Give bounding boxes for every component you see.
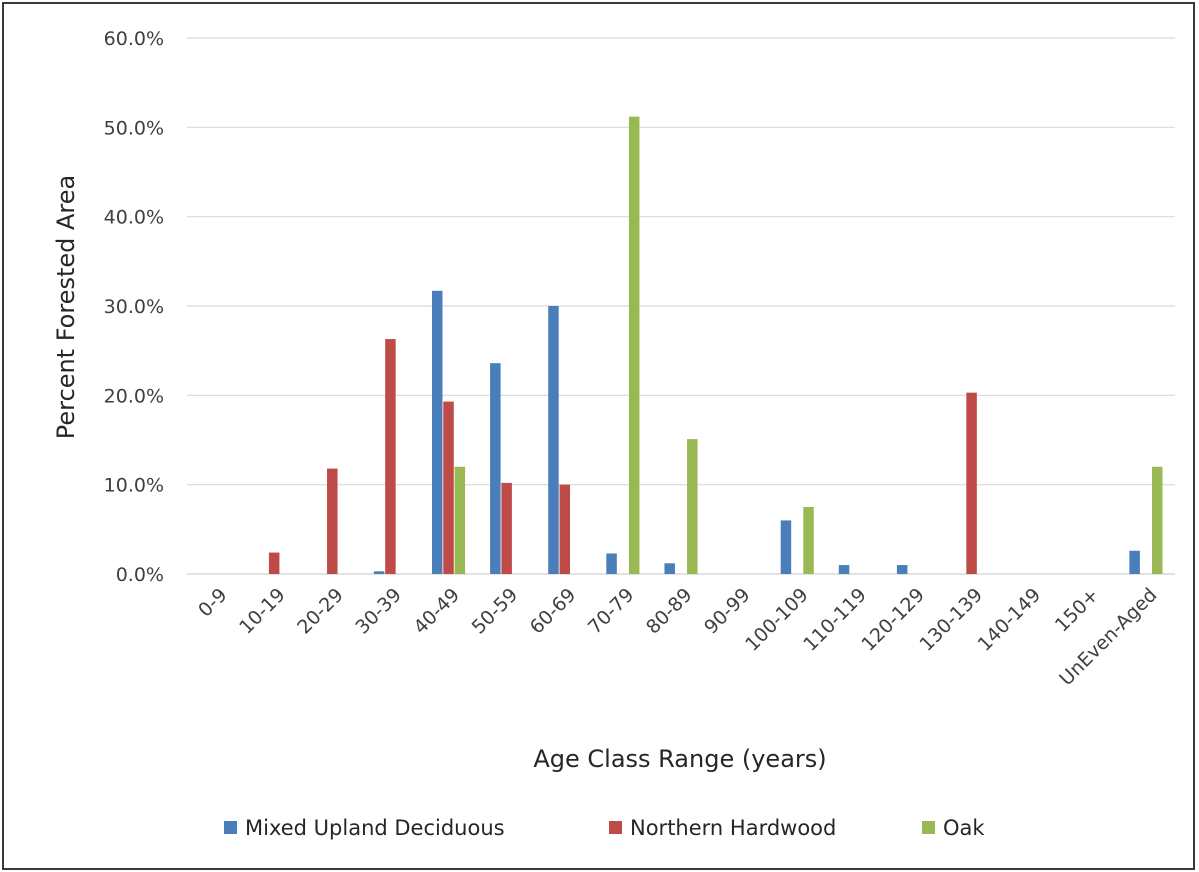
- bar: [780, 520, 792, 574]
- legend-label: Oak: [943, 816, 985, 840]
- bar: [385, 339, 396, 574]
- y-tick-label: 0.0%: [116, 564, 164, 586]
- x-tick-label: 100-109: [741, 584, 813, 656]
- x-axis-title: Age Class Range (years): [533, 745, 826, 773]
- x-tick-label: 0-9: [194, 584, 232, 622]
- legend-item: Northern Hardwood: [609, 816, 836, 840]
- x-tick-label: 150+: [1051, 584, 1103, 636]
- legend-swatch: [609, 821, 622, 834]
- bar: [896, 565, 908, 574]
- x-tick-label: 50-59: [468, 584, 523, 639]
- bar: [1151, 466, 1163, 574]
- y-tick-label: 50.0%: [104, 117, 164, 139]
- bar: [548, 306, 559, 574]
- bar: [327, 468, 338, 574]
- x-tick-label: 40-49: [409, 584, 464, 639]
- bar: [1129, 550, 1140, 574]
- bar: [838, 565, 850, 574]
- x-axis-ticks: 0-9 10-19 20-29 30-39 40-49 50-59 60-69 70-79 80…: [194, 584, 1161, 690]
- x-tick-label: 140-149: [974, 584, 1046, 656]
- legend-label: Northern Hardwood: [630, 816, 836, 840]
- legend-swatch: [922, 821, 935, 834]
- bar: [606, 553, 617, 574]
- y-axis-title: Percent Forested Area: [52, 175, 80, 439]
- x-tick-label: 60-69: [526, 584, 581, 639]
- bar: [490, 363, 501, 574]
- bar: [559, 484, 571, 574]
- y-tick-label: 30.0%: [104, 296, 164, 318]
- bar: [268, 552, 280, 574]
- legend-label: Mixed Upland Deciduous: [245, 816, 505, 840]
- legend-item: Oak: [922, 816, 985, 840]
- x-tick-label: 10-19: [235, 584, 290, 639]
- bar: [431, 290, 443, 574]
- x-tick-label: 90-99: [700, 584, 755, 639]
- x-tick-label: 70-79: [584, 584, 639, 639]
- bar: [373, 571, 385, 574]
- bar: [454, 466, 466, 574]
- bars: [268, 116, 1163, 574]
- bar: [501, 482, 512, 574]
- bar: [664, 563, 675, 574]
- x-tick-label: 110-119: [799, 584, 871, 656]
- x-tick-label: 80-89: [642, 584, 697, 639]
- x-tick-label: 30-39: [351, 584, 406, 639]
- bar: [966, 392, 977, 574]
- x-tick-label: 20-29: [293, 584, 348, 639]
- bar: [628, 116, 640, 574]
- x-tick-label: 120-129: [857, 584, 929, 656]
- y-tick-label: 60.0%: [104, 28, 164, 50]
- y-axis-ticks: 0.0% 10.0% 20.0% 30.0% 40.0% 50.0% 60.0%: [104, 28, 164, 586]
- y-tick-label: 40.0%: [104, 207, 164, 229]
- legend-swatch: [224, 821, 237, 834]
- bar: [803, 507, 814, 574]
- x-tick-label: 130-139: [915, 584, 987, 656]
- bar: [687, 439, 698, 574]
- y-tick-label: 10.0%: [104, 475, 164, 497]
- y-tick-label: 20.0%: [104, 385, 164, 407]
- legend-item: Mixed Upland Deciduous: [224, 816, 505, 840]
- bar-chart: 0.0%10.0%20.0%30.0%40.0%50.0%60.0% 0-9 10…: [52, 28, 1175, 840]
- gridlines: [187, 37, 1175, 575]
- bar: [443, 401, 454, 574]
- legend: Mixed Upland Deciduous Northern Hardwood O…: [224, 816, 985, 840]
